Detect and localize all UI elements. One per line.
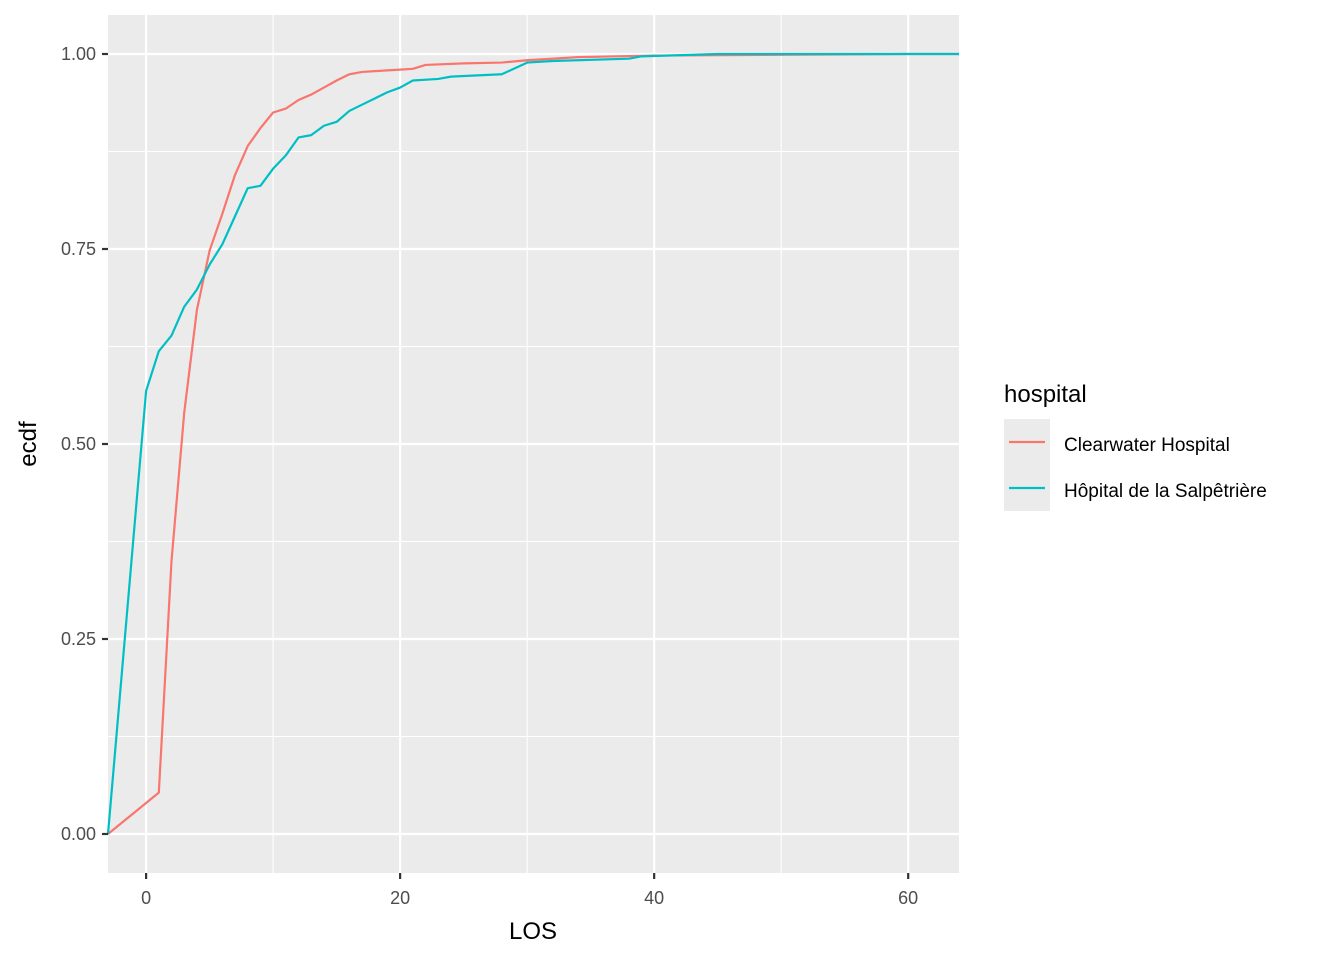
x-tick-label: 60 xyxy=(898,888,918,908)
series-line-clearwater xyxy=(107,52,959,835)
legend-label-salpetriere: Hôpital de la Salpêtrière xyxy=(1064,481,1267,502)
series-line-salpetriere xyxy=(106,52,959,835)
legend: hospital Clearwater Hospital Hôpital de … xyxy=(1004,381,1267,511)
y-axis-title: ecdf xyxy=(15,421,42,467)
y-tick-label: 0.50 xyxy=(61,434,96,454)
y-axis-ticks: 0.00 0.25 0.50 0.75 1.00 xyxy=(61,44,108,844)
series-lines xyxy=(106,52,959,835)
x-axis-title: LOS xyxy=(509,918,557,945)
y-tick-label: 0.75 xyxy=(61,239,96,259)
x-axis-ticks: 0 20 40 60 xyxy=(141,873,918,908)
legend-label-clearwater: Clearwater Hospital xyxy=(1064,435,1230,456)
y-tick-label: 0.00 xyxy=(61,824,96,844)
major-gridlines xyxy=(108,15,959,873)
x-tick-label: 20 xyxy=(390,888,410,908)
y-tick-label: 1.00 xyxy=(61,44,96,64)
x-tick-label: 40 xyxy=(644,888,664,908)
y-tick-label: 0.25 xyxy=(61,629,96,649)
legend-title: hospital xyxy=(1004,381,1087,408)
x-tick-label: 0 xyxy=(141,888,151,908)
